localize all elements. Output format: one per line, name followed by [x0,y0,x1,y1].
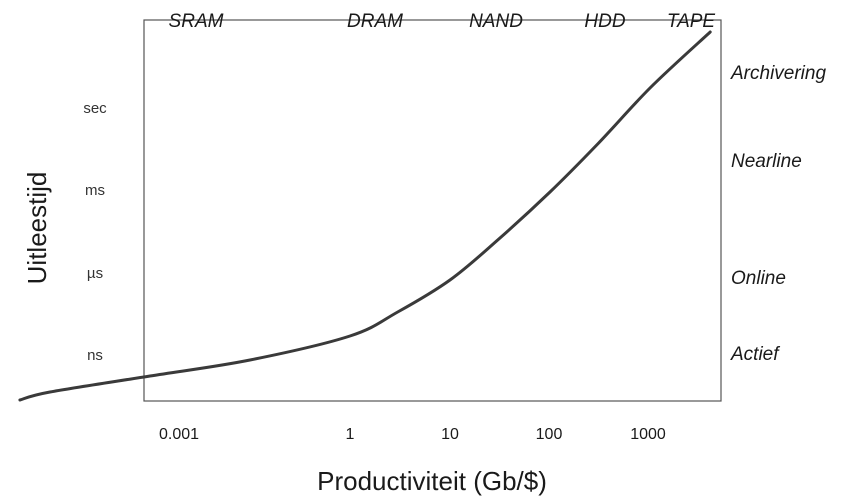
series-group [18,30,712,402]
technology-label: DRAM [347,11,403,32]
technology-labels: SRAM DRAM NAND HDD TAPE [169,11,716,32]
technology-label: NAND [469,11,523,32]
tier-label: Actief [730,344,780,365]
tier-labels: Archivering Nearline Online Actief [730,63,826,365]
technology-label: HDD [584,11,625,32]
series-line [18,30,712,402]
technology-label: TAPE [667,11,716,32]
x-tick-label: 10 [441,426,459,443]
tier-label: Online [731,268,786,289]
y-tick-labels: ns µs ms sec [83,100,107,364]
x-tick-label: 100 [536,426,563,443]
x-tick-label: 1000 [630,426,666,443]
x-tick-labels: 0.001 1 10 100 1000 [159,426,666,443]
y-tick-label: ns [87,347,103,364]
tier-label: Archivering [730,63,826,84]
x-tick-label: 1 [346,426,355,443]
plot-frame [143,19,722,402]
technology-label: SRAM [169,11,224,32]
tier-label: Nearline [731,151,802,172]
y-tick-label: µs [87,265,103,282]
y-tick-label: ms [85,182,105,199]
y-tick-label: sec [83,100,107,117]
y-axis-label: Uitleestijd [22,172,52,285]
x-tick-label: 0.001 [159,426,199,443]
x-axis-label: Productiviteit (Gb/$) [317,466,547,496]
